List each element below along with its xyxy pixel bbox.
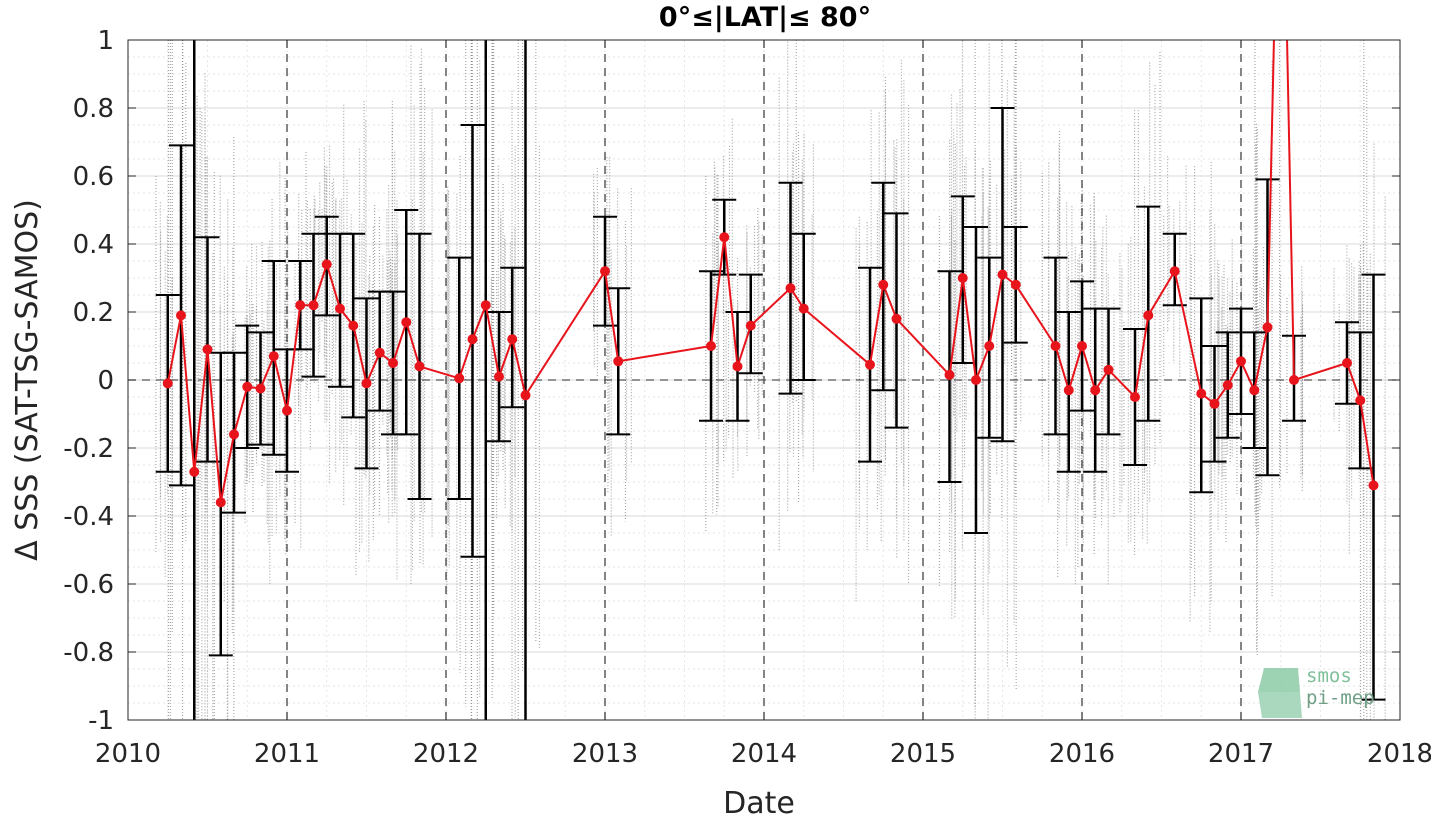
mean-marker (957, 273, 968, 283)
mean-marker (494, 371, 504, 382)
mean-marker (1143, 310, 1154, 321)
mean-marker (997, 269, 1008, 280)
mean-marker (1368, 480, 1379, 491)
mean-marker (798, 303, 809, 314)
mean-marker (613, 356, 624, 367)
mean-marker (1355, 395, 1366, 406)
y-tick-label: 1 (97, 26, 114, 56)
axis-ticks (127, 39, 1401, 721)
x-tick-label: 2011 (254, 739, 320, 769)
y-tick-label: 0.6 (73, 162, 114, 192)
mean-marker (878, 279, 889, 290)
mean-marker (1103, 364, 1114, 375)
mean-marker (1196, 388, 1207, 399)
x-axis-label: Date (723, 786, 795, 818)
x-tick-label: 2010 (95, 739, 161, 769)
mean-marker (785, 283, 796, 294)
mean-marker (348, 320, 359, 331)
mean-marker (1342, 358, 1352, 368)
mean-marker (295, 300, 306, 311)
mean-marker (745, 320, 756, 331)
mean-marker (335, 303, 345, 314)
mean-marker (706, 341, 716, 351)
mean-marker (189, 466, 200, 477)
x-tick-label: 2013 (572, 739, 638, 769)
y-tick-label: -0.8 (63, 638, 114, 668)
mean-marker (1050, 341, 1061, 351)
mean-marker (176, 310, 186, 321)
y-tick-label: 0.2 (73, 298, 114, 328)
x-tick-labels: 2010 2011 2012 2013 2014 2015 2016 2017 2018 (95, 739, 1431, 769)
y-tick-label: -1 (88, 706, 114, 736)
mean-marker (268, 351, 279, 362)
mean-marker (1169, 266, 1180, 277)
mean-marker (984, 341, 995, 351)
y-tick-label: -0.2 (63, 434, 114, 464)
mean-marker (1209, 398, 1220, 409)
logo-line-2: pi-mep (1306, 687, 1375, 709)
mean-marker (719, 232, 730, 243)
mean-marker (865, 359, 875, 370)
mean-marker (202, 344, 213, 355)
mean-marker (971, 375, 981, 385)
mean-marker (1130, 392, 1140, 402)
y-tick-label: 0.8 (73, 94, 114, 124)
mean-marker (1262, 322, 1273, 333)
mean-marker (1090, 385, 1101, 396)
mean-marker (1289, 375, 1299, 385)
mean-marker (480, 300, 491, 311)
mean-series (166, 40, 1375, 503)
mean-marker (242, 381, 253, 392)
mean-marker (374, 347, 385, 358)
x-tick-label: 2018 (1367, 739, 1431, 769)
mean-marker (282, 405, 292, 416)
mean-series-line (166, 40, 1375, 503)
mean-marker (600, 266, 610, 277)
mean-marker (1236, 356, 1246, 367)
mean-marker (255, 383, 266, 394)
y-tick-label: -0.4 (63, 502, 114, 532)
mean-marker (229, 429, 239, 440)
smos-pimep-logo: smos pi-mep (1258, 665, 1375, 718)
logo-emblem-icon-shade (1258, 668, 1300, 692)
mean-marker (1063, 385, 1074, 396)
y-tick-labels: 1 0.8 0.6 0.4 0.2 0 -0.2 -0.4 -0.6 -0.8 -1 (63, 26, 114, 736)
mean-marker (388, 358, 398, 368)
mean-marker (1010, 279, 1021, 290)
mean-marker (361, 378, 372, 389)
mean-marker (162, 378, 173, 389)
logo-emblem-icon (1258, 692, 1302, 718)
mean-marker (507, 334, 518, 345)
mean-marker (732, 361, 743, 372)
mean-marker (401, 317, 412, 328)
chart-title: 0°≤|LAT|≤ 80° (659, 2, 871, 33)
x-tick-label: 2015 (890, 739, 956, 769)
mean-markers (162, 232, 1379, 508)
mean-marker (944, 369, 955, 380)
x-tick-label: 2012 (413, 739, 479, 769)
logo-line-1: smos (1306, 665, 1352, 687)
y-axis-label: Δ SSS (SAT-TSG-SAMOS) (10, 199, 45, 561)
mean-marker (467, 334, 478, 345)
x-tick-label: 2017 (1208, 739, 1274, 769)
y-tick-label: 0.4 (73, 230, 114, 260)
y-tick-label: 0 (97, 366, 114, 396)
x-tick-label: 2016 (1049, 739, 1115, 769)
mean-marker (1249, 385, 1260, 396)
mean-marker (215, 497, 226, 508)
mean-marker (1222, 380, 1233, 391)
mean-marker (454, 373, 465, 384)
mean-marker (1077, 341, 1087, 351)
y-tick-label: -0.6 (63, 570, 114, 600)
mean-marker (308, 300, 319, 311)
x-tick-label: 2014 (731, 739, 797, 769)
mean-marker (321, 259, 332, 270)
mean-marker (520, 390, 531, 401)
mean-marker (891, 313, 902, 324)
mean-marker (414, 361, 425, 372)
